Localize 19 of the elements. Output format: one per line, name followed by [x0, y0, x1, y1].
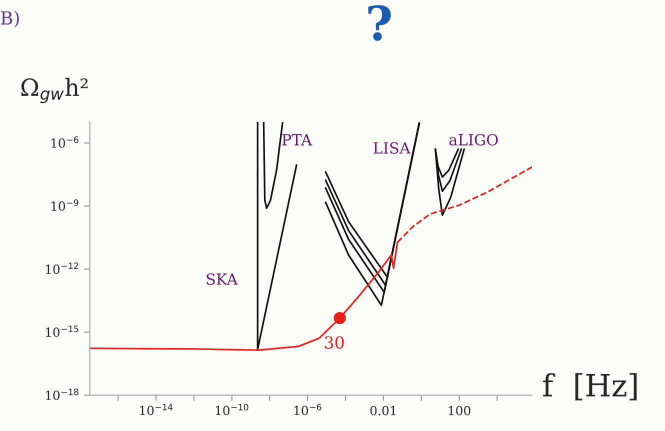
x-tick-label: 10$^{−6}$: [294, 404, 322, 416]
y-axis-title: Ω$_{gw}$h²: [21, 78, 88, 104]
annotation: 30: [324, 336, 344, 349]
series-label: PTA: [282, 134, 312, 146]
y-tick-label: 10$^{−15}$: [46, 326, 78, 338]
series-label: aLIGO: [449, 134, 498, 146]
y-tick-label: 10$^{−6}$: [52, 136, 78, 148]
x-tick-label: 100: [448, 406, 470, 416]
x-axis-title: f [Hz]: [543, 373, 637, 400]
series-label: LISA: [374, 142, 411, 154]
x-tick-label: 0.01: [370, 406, 396, 416]
series-label: SKA: [206, 273, 238, 285]
y-tick-label: 10$^{−12}$: [46, 262, 78, 274]
chart-title: ?: [368, 5, 391, 41]
x-tick-label: 10$^{−10}$: [216, 404, 248, 416]
x-tick-label: 10$^{−14}$: [140, 404, 173, 416]
text: B): [0, 10, 19, 28]
y-tick-label: 10$^{−9}$: [52, 199, 78, 211]
y-tick-label: 10$^{−18}$: [46, 388, 78, 400]
